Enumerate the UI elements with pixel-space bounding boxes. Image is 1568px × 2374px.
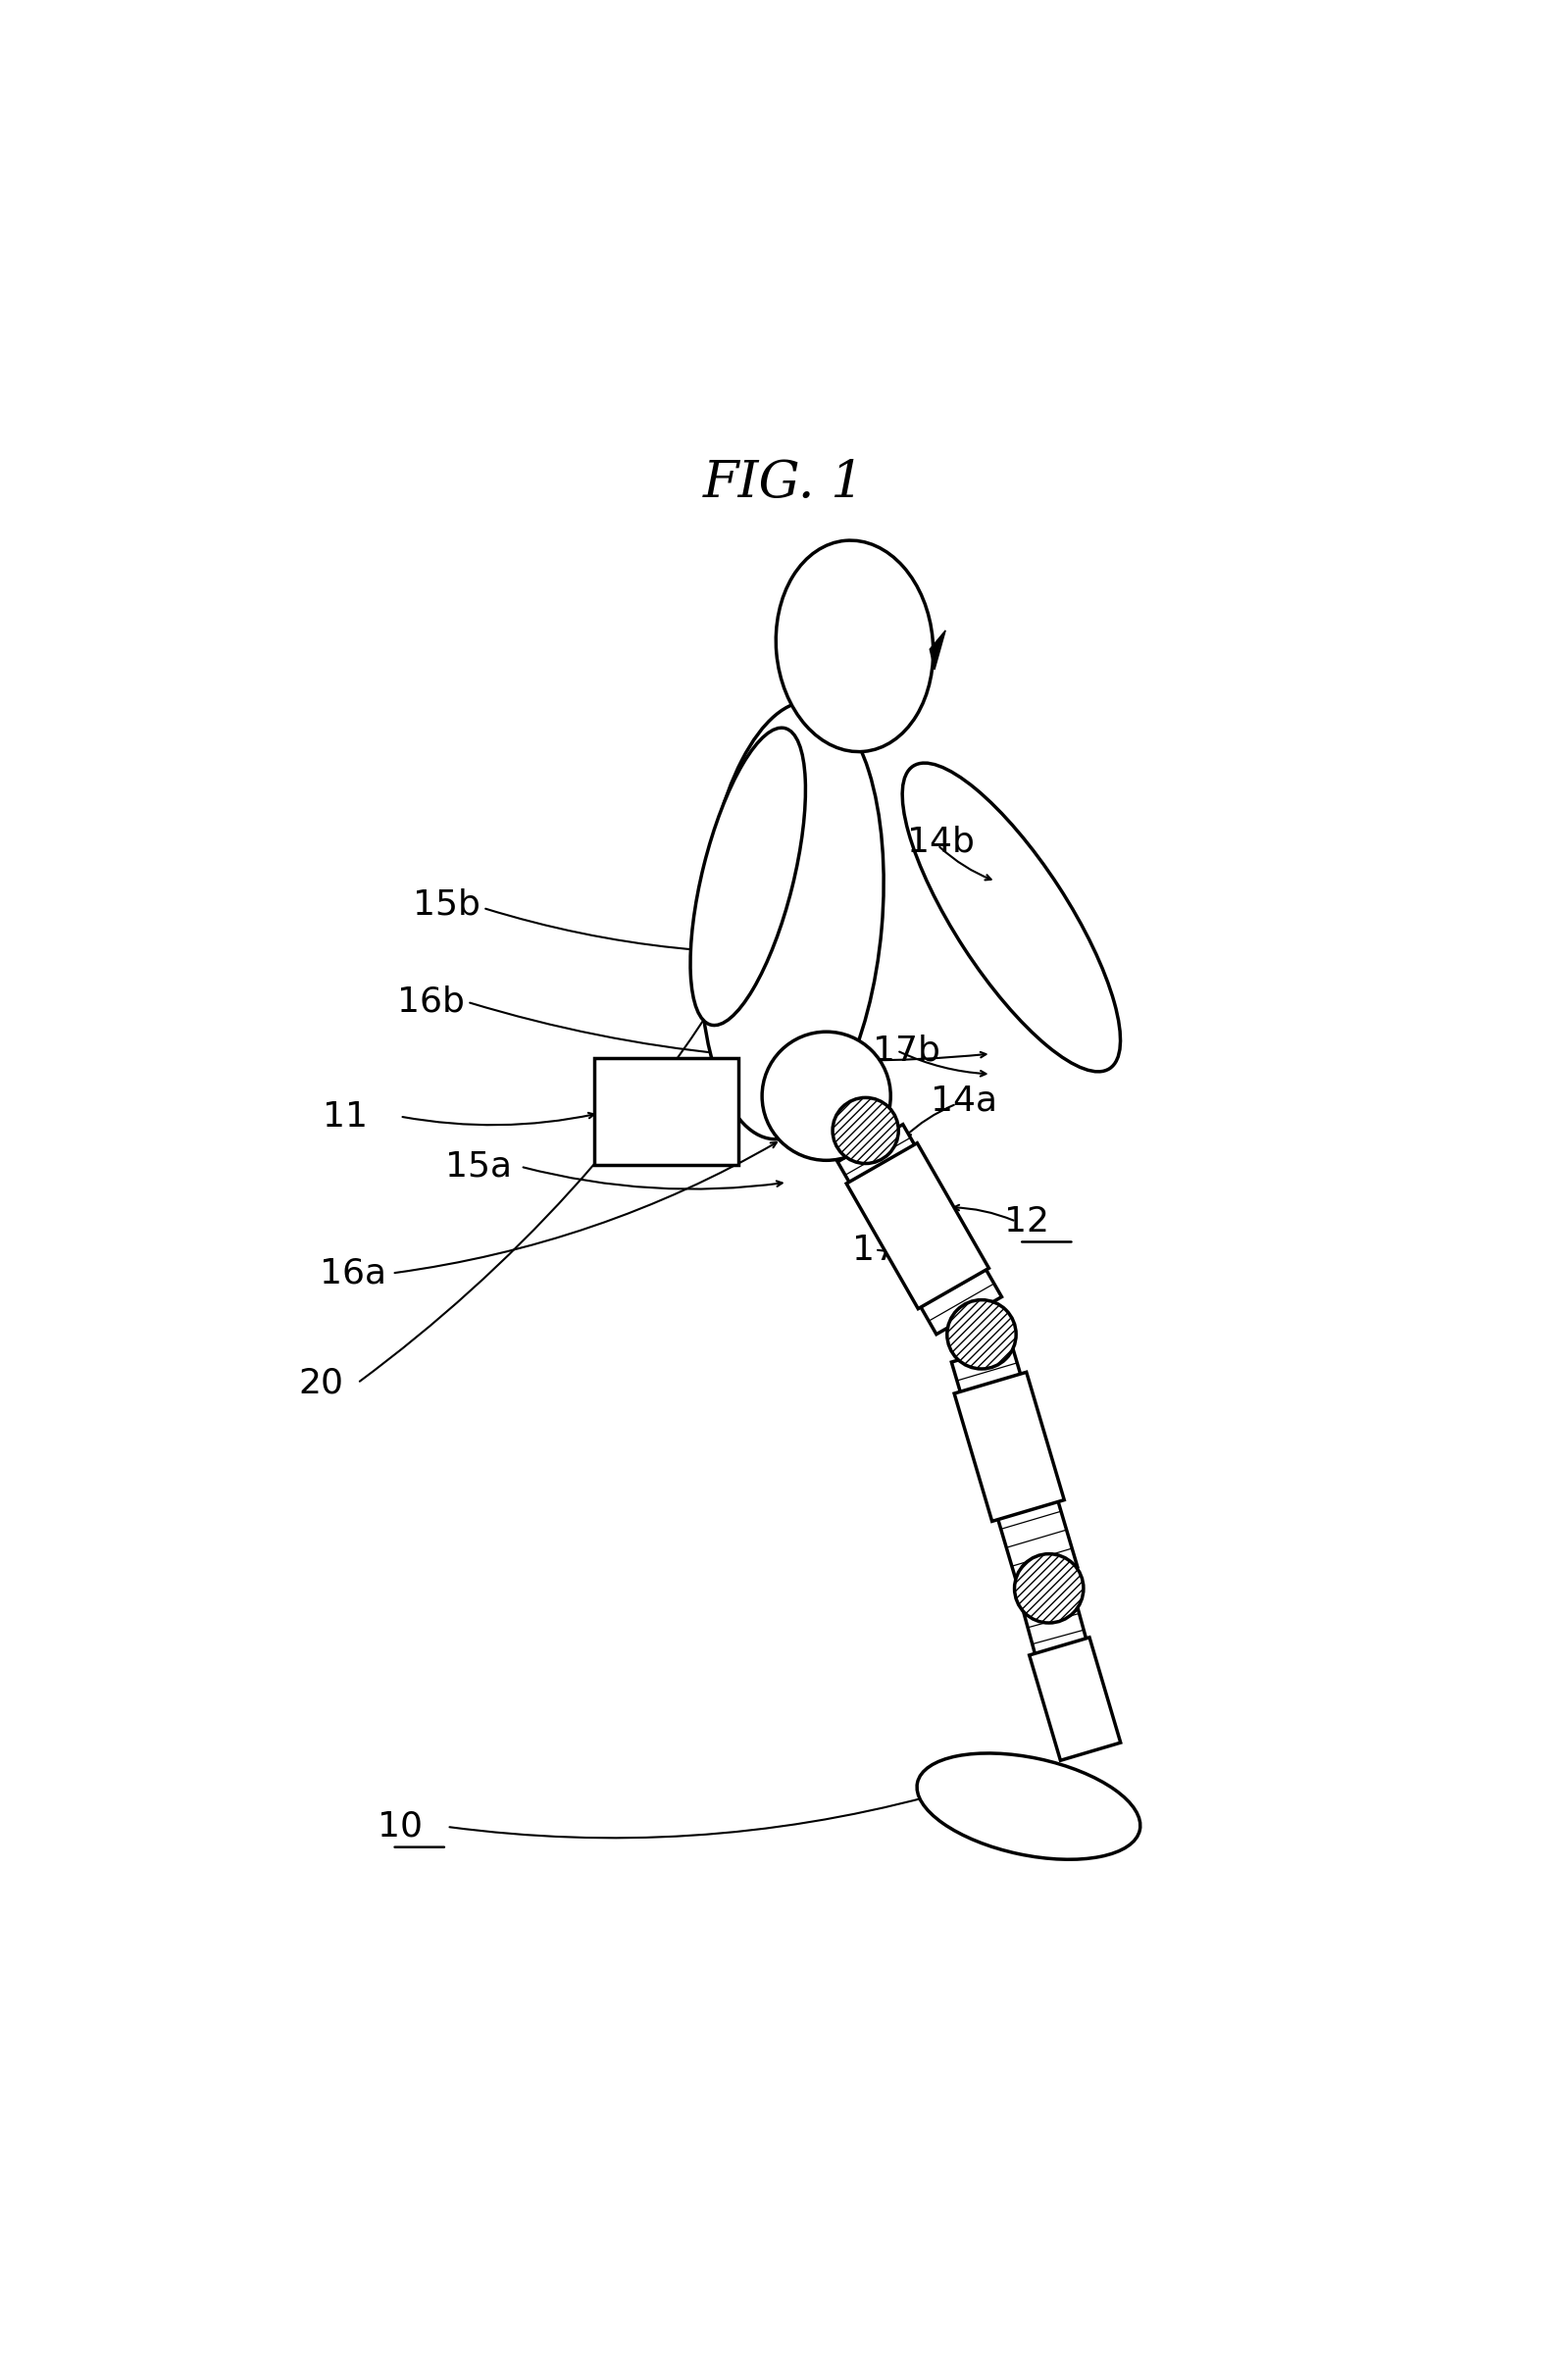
Text: 15a: 15a: [445, 1149, 511, 1182]
Polygon shape: [952, 1344, 1077, 1586]
Ellipse shape: [699, 703, 884, 1140]
Text: 14b: 14b: [906, 826, 975, 859]
Ellipse shape: [776, 541, 933, 753]
Text: 17b: 17b: [872, 1035, 941, 1068]
Ellipse shape: [690, 729, 806, 1026]
Text: 11: 11: [323, 1099, 367, 1132]
Text: 17a: 17a: [853, 1232, 919, 1265]
Text: 16a: 16a: [320, 1256, 386, 1289]
Polygon shape: [847, 1142, 989, 1308]
Polygon shape: [1024, 1598, 1110, 1743]
Ellipse shape: [917, 1754, 1140, 1859]
Ellipse shape: [833, 1097, 898, 1163]
Text: 16b: 16b: [397, 985, 466, 1018]
Ellipse shape: [902, 762, 1121, 1071]
Text: 15b: 15b: [412, 888, 481, 921]
Text: FIG. 1: FIG. 1: [702, 458, 866, 508]
Polygon shape: [837, 1125, 1002, 1334]
Text: 14a: 14a: [931, 1085, 997, 1118]
Polygon shape: [930, 631, 946, 669]
Ellipse shape: [1014, 1555, 1083, 1624]
Polygon shape: [1029, 1638, 1121, 1762]
Text: 12: 12: [1005, 1206, 1049, 1239]
Text: 10: 10: [378, 1809, 422, 1842]
Ellipse shape: [762, 1033, 891, 1161]
Polygon shape: [594, 1059, 739, 1166]
Ellipse shape: [947, 1301, 1016, 1370]
Polygon shape: [955, 1372, 1065, 1522]
Text: 20: 20: [299, 1367, 343, 1401]
